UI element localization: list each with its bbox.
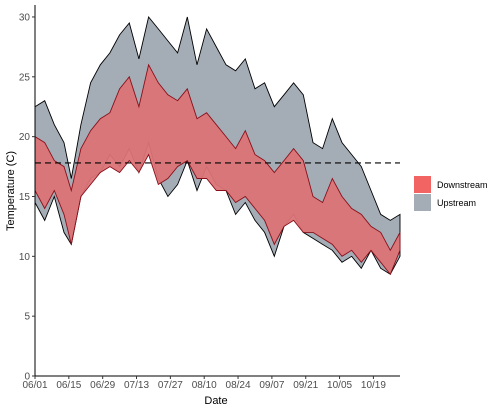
legend-key-upstream <box>414 194 431 211</box>
x-tick-label: 06/29 <box>90 380 115 391</box>
band-downstream <box>34 63 401 276</box>
x-tick-label: 08/24 <box>226 380 251 391</box>
y-tick-label: 10 <box>19 252 31 263</box>
y-tick-label: 25 <box>19 72 31 83</box>
y-tick-label: 30 <box>19 12 31 23</box>
x-tick-label: 07/27 <box>158 380 183 391</box>
legend-label-downstream: Downstream <box>437 180 488 190</box>
x-tick-label: 09/21 <box>293 380 318 391</box>
y-tick-label: 20 <box>19 132 31 143</box>
x-tick-label: 08/10 <box>192 380 217 391</box>
x-axis-title: Date <box>204 395 227 407</box>
y-tick-label: 5 <box>24 312 30 323</box>
axes: 0 5 10 15 20 25 30 06/01 06/15 06/29 07/13 07/27 08/… <box>19 5 400 391</box>
y-axis-title: Temperature (C) <box>5 151 17 231</box>
x-tick-label: 06/15 <box>56 380 81 391</box>
y-tick-label: 0 <box>24 372 30 383</box>
legend-label-upstream: Upstream <box>437 198 476 208</box>
x-tick-label: 10/19 <box>361 380 386 391</box>
x-tick-label: 06/01 <box>22 380 47 391</box>
legend-key-downstream <box>414 176 431 193</box>
x-tick-label: 07/13 <box>124 380 149 391</box>
legend: Downstream Upstream <box>414 176 488 211</box>
x-tick-label: 09/07 <box>259 380 284 391</box>
plot-area <box>34 16 401 276</box>
y-tick-label: 15 <box>19 192 31 203</box>
x-tick-label: 10/05 <box>327 380 352 391</box>
